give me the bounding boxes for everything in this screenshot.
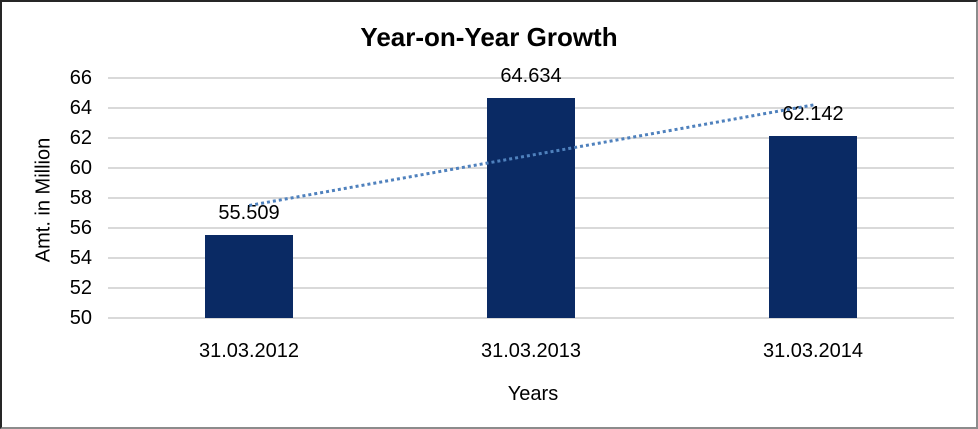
bar-31.03.2012: [205, 235, 293, 318]
x-tick-label: 31.03.2012: [198, 340, 300, 362]
bar-31.03.2013: [487, 98, 575, 318]
data-label: 55.509: [218, 202, 280, 225]
y-tick-label: 62: [69, 127, 92, 149]
y-tick-label: 66: [69, 67, 92, 89]
y-tick-label: 56: [69, 217, 92, 239]
data-label: 64.634: [500, 65, 562, 88]
x-tick-label: 31.03.2014: [762, 340, 864, 362]
y-tick-label: 58: [69, 187, 92, 209]
gridline: [108, 77, 954, 79]
bar-31.03.2014: [769, 135, 857, 318]
y-tick-label: 60: [69, 157, 92, 179]
x-tick-label: 31.03.2013: [480, 340, 582, 362]
y-tick-label: 50: [69, 307, 92, 329]
gridline: [108, 317, 954, 319]
data-label: 62.142: [782, 102, 844, 125]
x-axis-title: Years: [507, 383, 559, 405]
y-tick-label: 64: [69, 97, 92, 119]
y-tick-label: 54: [69, 247, 92, 269]
chart-title: Year-on-Year Growth: [360, 22, 618, 52]
y-tick-label: 52: [69, 277, 92, 299]
